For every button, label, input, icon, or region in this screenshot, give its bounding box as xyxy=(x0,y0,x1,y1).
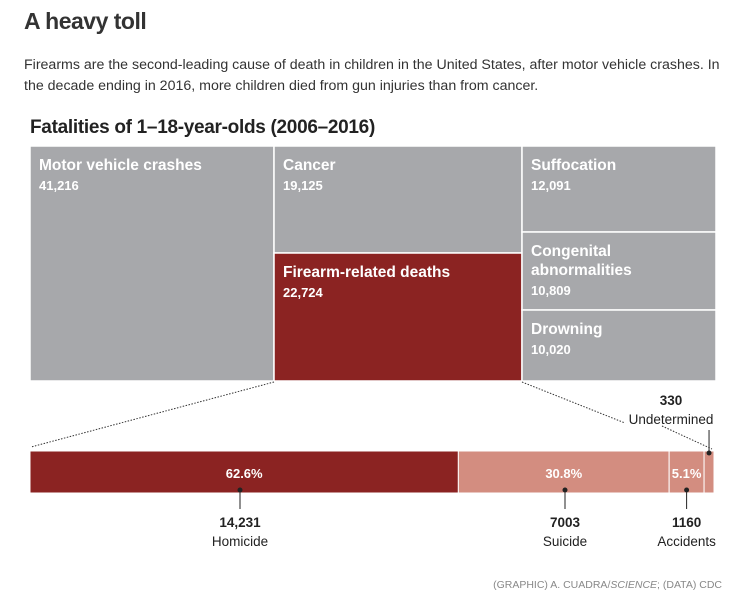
bar-segment-suicide xyxy=(457,450,670,494)
treemap-cell-value: 19,125 xyxy=(283,178,323,193)
description: Firearms are the second-leading cause of… xyxy=(24,57,720,94)
treemap-cell-label: abnormalities xyxy=(531,262,632,279)
credit-italic: SCIENCE xyxy=(610,579,658,591)
connector-line xyxy=(521,381,626,424)
treemap-cell xyxy=(521,309,717,382)
bar-value-label: 7003 xyxy=(550,515,581,530)
bar-percent-label: 62.6% xyxy=(226,466,263,481)
treemap-cell-label: Motor vehicle crashes xyxy=(39,157,202,174)
treemap-cell-value: 41,216 xyxy=(39,178,79,193)
bar-category-label: Undetermined xyxy=(629,412,714,427)
page-title: A heavy toll xyxy=(24,8,147,34)
credit-post: ; (DATA) CDC xyxy=(657,579,722,591)
treemap-cell-value: 22,724 xyxy=(283,285,324,300)
bar-percent-label: 30.8% xyxy=(545,466,582,481)
bar-segment-homicide xyxy=(29,450,459,494)
treemap-cell xyxy=(273,145,523,254)
bar-category-label: Accidents xyxy=(657,534,716,549)
bar-value-label: 1160 xyxy=(672,515,701,530)
treemap-cell-label: Drowning xyxy=(531,321,602,338)
treemap-cell-value: 12,091 xyxy=(531,178,571,193)
bar-value-label: 330 xyxy=(660,393,683,408)
bar-category-label: Suicide xyxy=(543,534,587,549)
treemap-cell xyxy=(273,252,523,382)
connector-line xyxy=(30,381,275,448)
bar-percent-label: 5.1% xyxy=(672,466,702,481)
treemap-cell xyxy=(521,231,717,311)
connector-line xyxy=(661,425,713,450)
credit: (GRAPHIC) A. CUADRA/SCIENCE; (DATA) CDC xyxy=(493,579,722,591)
treemap-cell-label: Firearm-related deaths xyxy=(283,264,450,281)
treemap-cell xyxy=(29,145,275,382)
treemap-cell-value: 10,020 xyxy=(531,342,571,357)
treemap-cell-value: 10,809 xyxy=(531,283,571,298)
bar-category-label: Homicide xyxy=(212,534,268,549)
bar-value-label: 14,231 xyxy=(219,515,261,530)
treemap-cell-label: Cancer xyxy=(283,157,336,174)
treemap-cell-label: Suffocation xyxy=(531,157,616,174)
treemap-cell xyxy=(521,145,717,233)
credit-pre: (GRAPHIC) A. CUADRA/ xyxy=(493,579,611,591)
chart-title: Fatalities of 1–18-year-olds (2006–2016) xyxy=(30,117,375,138)
treemap-cell-label: Congenital xyxy=(531,243,611,260)
bar-segment-undetermined xyxy=(703,450,715,494)
